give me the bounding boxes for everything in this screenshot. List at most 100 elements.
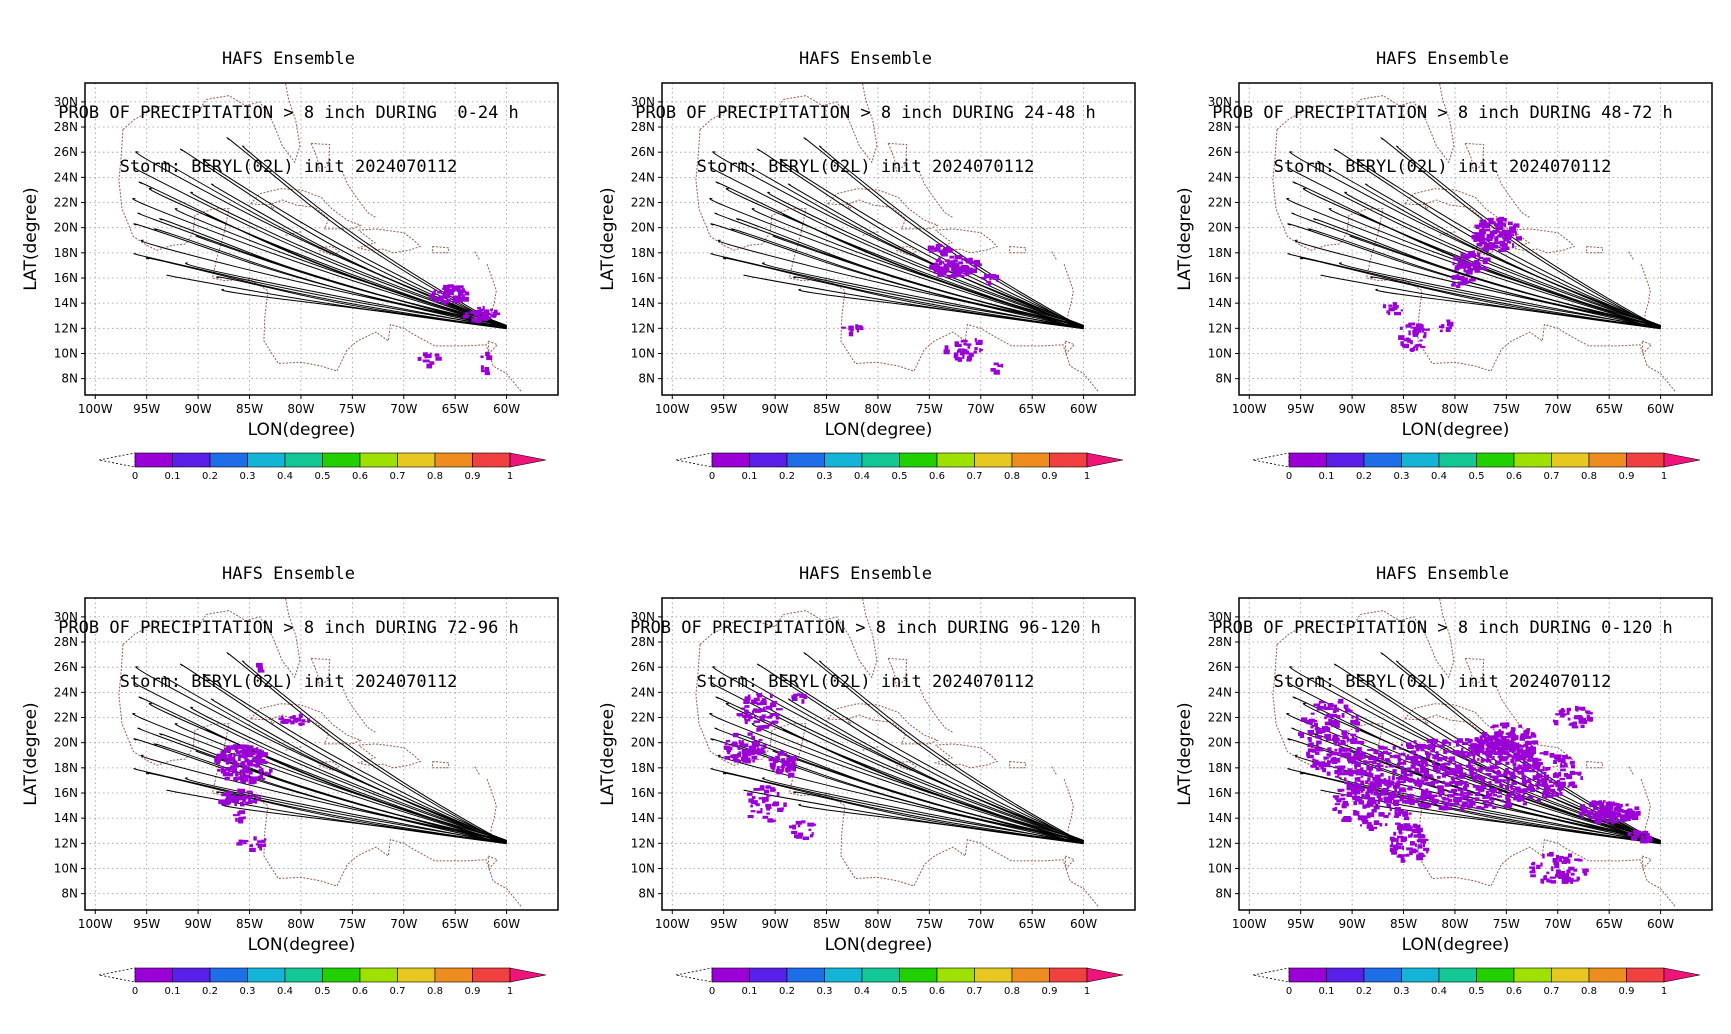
precip-cell [1383,799,1388,804]
precip-cell [1594,819,1600,822]
precip-cell [1476,232,1480,236]
precip-cell [1408,785,1413,791]
precip-cell [751,755,758,760]
lat-tick-label: 16N [1208,271,1232,285]
precip-cell [251,800,258,804]
precip-cell [1513,766,1519,772]
precip-cell [1515,236,1522,241]
lon-tick-label: 75W [339,402,366,416]
precip-cell [1393,845,1399,850]
precip-cell [1341,713,1345,718]
precip-cell [1477,252,1481,258]
colorbar-label: 0.8 [1004,986,1020,997]
precip-cell [232,814,239,817]
precip-cell [1536,864,1541,869]
precip-cell [759,701,765,705]
precip-cell [1524,750,1530,754]
precip-cell [1337,739,1341,742]
precip-cell [771,720,779,724]
colorbar-label: 0.2 [779,986,795,997]
precip-cell [1312,758,1316,761]
precip-cell [1499,756,1506,762]
precip-cell [1522,766,1528,770]
precip-cell [759,751,765,754]
y-axis-label: LAT(degree) [598,187,618,290]
precip-cell [485,316,490,321]
precip-cell [1473,266,1480,270]
lat-tick-label: 20N [631,221,655,235]
precip-cell [1399,761,1407,765]
precip-cell [1530,750,1536,754]
precip-cluster [841,324,864,337]
precip-cell [1324,733,1332,739]
precip-cell [1314,719,1318,722]
precip-cell [1494,760,1502,765]
precip-cell [250,751,256,756]
precip-cell [741,707,746,710]
precip-cell [1483,732,1486,735]
colorbar-cell [322,452,361,468]
precip-cell [1585,710,1591,713]
precip-cell [1398,828,1402,833]
precip-cell [1543,779,1548,782]
precip-cell [1529,870,1536,874]
precip-cell [1363,756,1366,759]
lat-tick-label: 30N [54,95,78,109]
precip-cell [1404,801,1411,804]
precip-cell [1600,806,1607,811]
colorbar-cell [359,452,398,468]
colorbar-cell [134,452,173,468]
precip-cell [1356,761,1361,767]
colorbar-label: 0.1 [165,986,181,997]
coastline [432,246,450,254]
precip-cell [1420,747,1425,752]
precip-cell [1366,787,1369,792]
precip-cell [1303,718,1307,722]
precip-cell [1337,722,1340,728]
precip-cell [1315,730,1323,734]
precip-cell [1549,876,1556,879]
precip-cell [1472,756,1476,761]
precip-cell [1484,243,1490,248]
ensemble-track [710,682,1084,842]
precip-cell [266,772,271,776]
precip-cell [1548,880,1551,883]
precip-cell [748,716,753,720]
precip-cell [1477,751,1481,756]
precip-cell [1546,871,1550,875]
coastline [1586,246,1604,254]
colorbar-label: 0.8 [1581,986,1597,997]
precip-cell [1384,815,1389,819]
precip-cell [1452,262,1455,266]
precip-cell [1468,761,1471,767]
precip-cell [1530,874,1536,878]
precip-cell [1365,791,1370,796]
precip-cell [1313,722,1318,727]
ensemble-track [1308,228,1661,329]
precip-cell [1560,763,1563,768]
precip-cluster [929,255,982,279]
precip-cell [789,760,794,763]
precip-cell [1463,261,1470,266]
precip-cell [1463,265,1469,268]
precip-cell [456,300,460,303]
colorbar-label: 0.4 [1431,471,1447,482]
precip-cell [237,757,241,761]
precip-cell [1588,814,1591,818]
precip-cell [1449,794,1455,798]
precip-cell [777,769,783,772]
precip-cell [1345,817,1352,823]
precip-cell [1426,849,1429,854]
precip-cell [1419,763,1424,767]
precip-cell [797,693,801,697]
lat-tick-label: 28N [1208,635,1232,649]
ensemble-track [782,213,1084,326]
precip-cell [262,770,264,773]
precip-cell [1485,790,1490,796]
precip-cell [1438,793,1442,798]
colorbar-overflow [1086,452,1124,468]
precip-cell [1603,800,1606,803]
colorbar-label: 0.1 [742,471,758,482]
precip-cell [1353,753,1357,759]
precip-cell [1535,758,1542,762]
